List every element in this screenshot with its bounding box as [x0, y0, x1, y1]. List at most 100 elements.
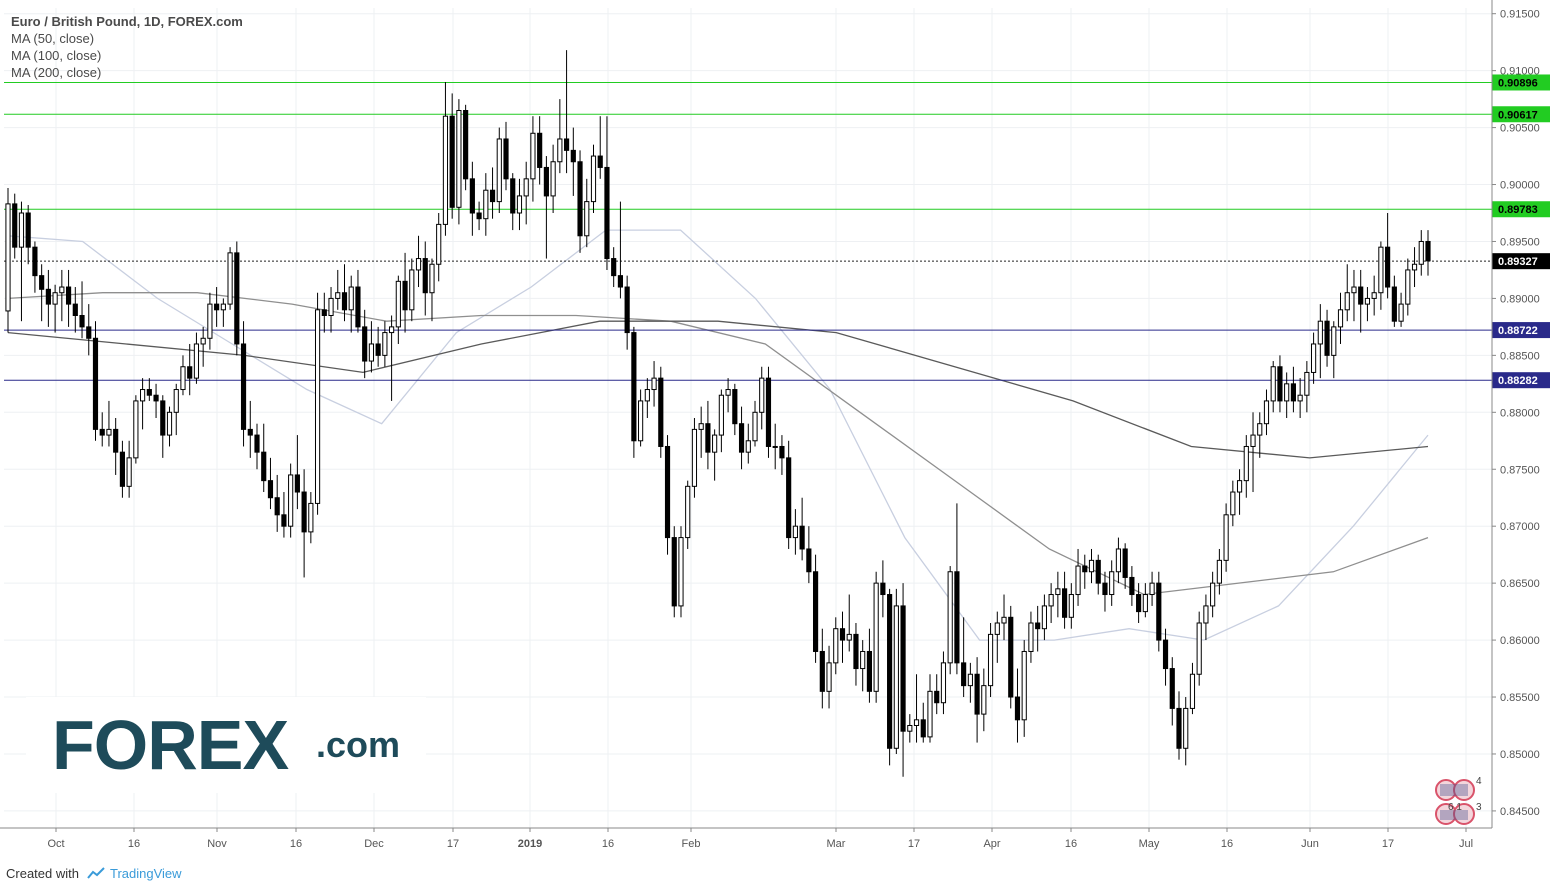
candle: [873, 571, 879, 703]
event-flags-icon[interactable]: 4 4 6 1 3: [1432, 774, 1484, 830]
candle-body-up: [826, 662, 832, 692]
candle: [1304, 361, 1310, 413]
candle-body-up: [557, 138, 563, 163]
candle-body-down: [72, 303, 78, 317]
candle: [442, 82, 449, 236]
candle-body-down: [738, 423, 745, 453]
candle: [765, 366, 772, 458]
price-tick-label: 0.84500: [1500, 806, 1540, 818]
candle-body-up: [1109, 571, 1115, 596]
candle-body-down: [779, 445, 785, 459]
candle-body-up: [389, 326, 395, 334]
candle: [1082, 554, 1088, 589]
level-label-bg: [1492, 201, 1550, 218]
time-tick-label: Feb: [682, 838, 701, 850]
candle-body-down: [301, 491, 307, 533]
candle-body-down: [806, 548, 812, 573]
candle: [1021, 640, 1027, 737]
candle-body-down: [839, 628, 846, 641]
candle: [987, 623, 994, 698]
price-tick-label: 0.86500: [1500, 578, 1540, 590]
time-tick-label: 16: [1065, 838, 1077, 850]
candle-body-up: [1021, 650, 1027, 721]
candle: [927, 674, 933, 743]
candle-body-down: [187, 366, 193, 379]
candle-body-up: [1055, 588, 1061, 596]
candle: [314, 292, 321, 515]
candle-body-up: [456, 110, 462, 208]
candle-body-up: [1405, 269, 1411, 305]
candle: [530, 116, 536, 202]
candle-body-up: [133, 400, 139, 459]
candle-body-down: [402, 280, 408, 311]
candle: [79, 281, 85, 339]
candle-body-up: [1149, 582, 1155, 596]
candle-body-up: [1048, 594, 1054, 607]
candle: [5, 187, 11, 333]
candle-body-down: [362, 326, 368, 362]
time-tick-label: 17: [1382, 838, 1394, 850]
candle: [335, 269, 341, 310]
candle-body-down: [671, 537, 677, 607]
candle-body-up: [1364, 297, 1371, 305]
candle: [1136, 583, 1142, 623]
candle-body-down: [920, 719, 926, 738]
candle: [1236, 469, 1243, 515]
candle-body-down: [1156, 582, 1162, 641]
candle-body-down: [146, 389, 152, 396]
candle: [732, 383, 738, 436]
candle: [712, 429, 718, 481]
candle-body-up: [200, 337, 206, 345]
candle-body-up: [590, 155, 597, 203]
candle: [1398, 292, 1404, 327]
candle: [99, 412, 105, 447]
level-label-bg: [1492, 372, 1550, 389]
candle: [267, 457, 274, 510]
candle-body-down: [624, 286, 630, 334]
candle: [557, 99, 563, 174]
time-tick-label: Dec: [364, 838, 384, 850]
candle-body-down: [1136, 594, 1142, 613]
candle-body-down: [1358, 286, 1364, 305]
time-tick-label: Jun: [1301, 838, 1319, 850]
candle: [294, 435, 300, 510]
candle-body-down: [631, 332, 637, 442]
candle: [389, 315, 395, 401]
candle: [678, 526, 684, 618]
candle: [1297, 378, 1303, 418]
candle: [792, 509, 798, 555]
candle: [1055, 571, 1061, 618]
candle-body-down: [153, 394, 159, 402]
candle: [1270, 361, 1276, 413]
candle: [328, 287, 334, 333]
candle-body-down: [32, 246, 38, 277]
time-tick-label: 16: [290, 838, 302, 850]
level-label-bg: [1492, 253, 1550, 270]
candle: [934, 674, 940, 715]
candle: [1203, 594, 1209, 641]
candle: [705, 400, 711, 470]
candle-body-down: [113, 428, 119, 453]
candle-body-down: [1102, 582, 1108, 596]
candle-body-up: [1142, 594, 1148, 613]
candle-body-down: [261, 451, 267, 482]
candles: [5, 50, 1431, 777]
candle-body-down: [469, 178, 475, 214]
candle: [1169, 657, 1175, 726]
candle-body-up: [913, 719, 920, 726]
candle: [738, 406, 745, 470]
candle: [173, 383, 179, 436]
candle-body-up: [1351, 286, 1357, 294]
candle: [772, 423, 778, 470]
candle-body-up: [106, 428, 112, 436]
candle: [1129, 566, 1135, 606]
candle-body-up: [193, 343, 200, 379]
tradingview-brand[interactable]: TradingView: [110, 866, 182, 881]
candle-body-down: [267, 480, 274, 499]
candle-body-up: [1189, 673, 1196, 709]
candle-body-down: [543, 166, 549, 197]
candle: [449, 93, 455, 219]
candle-body-up: [1284, 383, 1290, 402]
candle-body-up: [1236, 480, 1243, 493]
